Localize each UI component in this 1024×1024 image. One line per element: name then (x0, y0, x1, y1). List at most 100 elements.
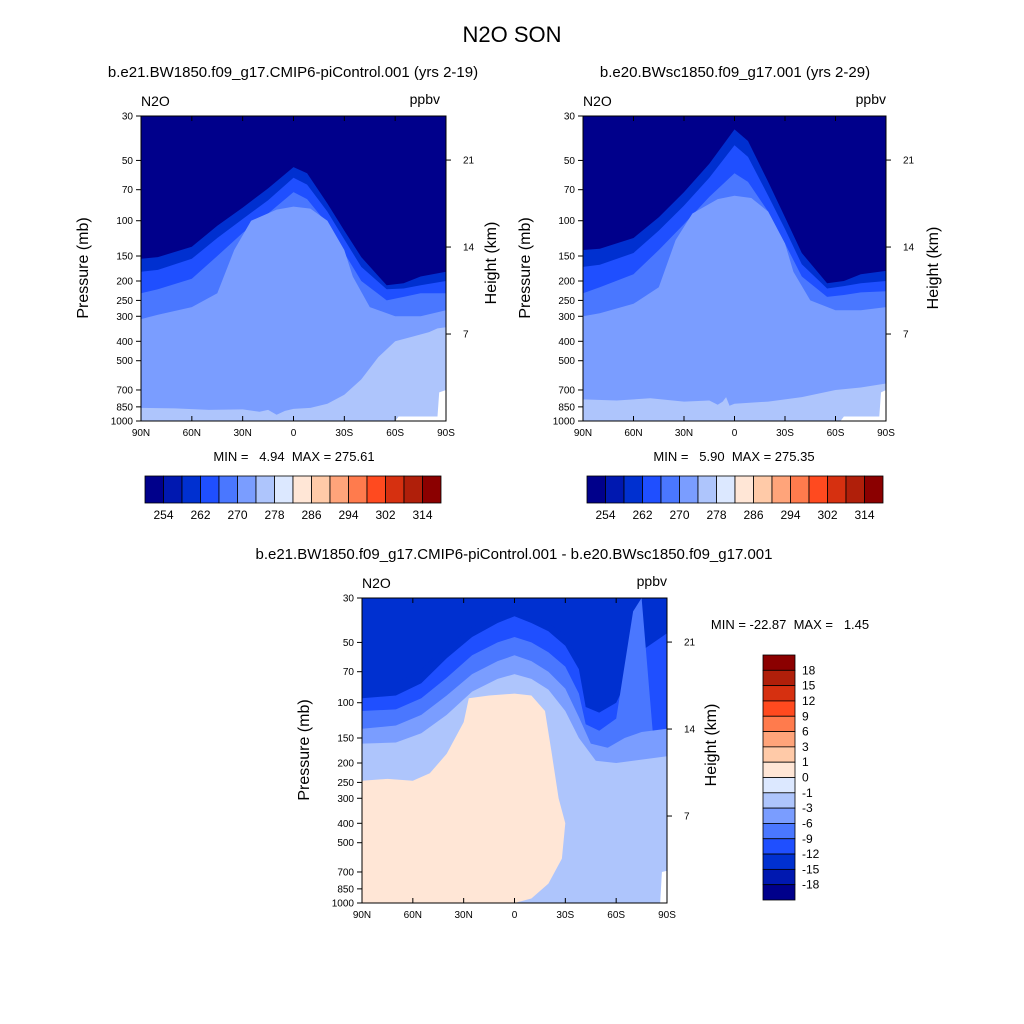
colorbar-swatch (762, 838, 796, 855)
colorbar-swatch (348, 475, 368, 504)
variable-label: N2O (362, 575, 391, 591)
colorbar-swatch (808, 475, 828, 504)
y2-tick-label: 14 (684, 725, 696, 736)
contour-band (141, 206, 446, 421)
colorbar-swatch (762, 884, 796, 901)
colorbar-label: -6 (802, 816, 813, 830)
colorbar-swatch (255, 475, 275, 504)
y2-tick-label: 7 (463, 330, 469, 341)
x-tick-label: 30N (675, 428, 693, 439)
y-tick-label: 300 (558, 312, 575, 323)
colorbar-label: 314 (412, 508, 432, 522)
panel-test: b.e20.BWsc1850.f09_g17.001 (yrs 2-29) N2… (517, 64, 942, 522)
colorbar-label: 0 (802, 771, 809, 785)
x-tick-label: 90N (132, 428, 150, 439)
colorbar-label: 262 (632, 508, 652, 522)
y-tick-label: 30 (343, 594, 355, 605)
colorbar-swatch (762, 731, 796, 748)
colorbar-swatch (311, 475, 331, 504)
axes: 90N 60N 30N 0 30S 60S 90S 30 50 70 100 150 200 250 300… (553, 112, 915, 440)
y2-tick-label: 21 (903, 156, 915, 167)
y-tick-label: 500 (337, 838, 354, 849)
colorbar-swatch (642, 475, 662, 504)
colorbar-swatch (422, 475, 442, 504)
colorbar-swatch (762, 700, 796, 717)
colorbar-swatch (218, 475, 238, 504)
x-tick-label: 90N (353, 910, 371, 921)
y-tick-label: 100 (337, 698, 354, 709)
x-tick-label: 60N (183, 428, 201, 439)
x-tick-label: 0 (291, 428, 297, 439)
y-tick-label: 100 (558, 216, 575, 227)
colorbar-swatch (366, 475, 386, 504)
contour-band (650, 870, 667, 903)
colorbar-label: -12 (802, 847, 820, 861)
colorbar-label: 3 (802, 740, 809, 754)
y-tick-label: 1000 (332, 899, 355, 910)
colorbar-swatch (660, 475, 680, 504)
colorbar-swatch (790, 475, 810, 504)
y-tick-label: 700 (337, 867, 354, 878)
contour-band (583, 383, 886, 421)
x-tick-label: 90N (574, 428, 592, 439)
colorbar-label: 302 (817, 508, 837, 522)
y-tick-label: 300 (337, 794, 354, 805)
y-tick-label: 400 (558, 337, 575, 348)
colorbar-label: 294 (338, 508, 358, 522)
y-tick-label: 250 (337, 778, 354, 789)
colorbar-swatch (762, 792, 796, 809)
colorbar-swatch (845, 475, 865, 504)
y-axis-label: Pressure (mb) (517, 217, 534, 318)
colorbar-label: 254 (595, 508, 615, 522)
colorbar-label: 270 (669, 508, 689, 522)
x-tick-label: 60S (827, 428, 845, 439)
y-tick-label: 500 (116, 356, 133, 367)
colorbar-label: 12 (802, 694, 816, 708)
colorbar-swatch (716, 475, 736, 504)
y-tick-label: 400 (116, 337, 133, 348)
contour-band (362, 693, 566, 903)
y2-axis-label: Height (km) (483, 222, 500, 305)
y-tick-label: 400 (337, 819, 354, 830)
colorbar-swatch (771, 475, 791, 504)
units-label: ppbv (856, 91, 886, 107)
y-axis-label: Pressure (mb) (296, 699, 313, 800)
colorbar-label: 294 (780, 508, 800, 522)
panel-title: b.e21.BW1850.f09_g17.CMIP6-piControl.001… (108, 64, 478, 81)
x-tick-label: 90S (658, 910, 676, 921)
panel-title: b.e21.BW1850.f09_g17.CMIP6-piControl.001… (255, 546, 772, 563)
colorbar-label: 9 (802, 709, 809, 723)
y-tick-label: 850 (558, 402, 575, 413)
y2-tick-label: 14 (903, 243, 915, 254)
y-tick-label: 200 (558, 277, 575, 288)
contour-band (141, 327, 446, 421)
y-axis-label: Pressure (mb) (75, 217, 92, 318)
contour-plot (583, 116, 886, 422)
colorbar-label: 278 (264, 508, 284, 522)
x-tick-label: 30S (776, 428, 794, 439)
y2-tick-label: 14 (463, 243, 475, 254)
colorbar-swatch (762, 823, 796, 840)
contour-plot (362, 598, 667, 903)
y-tick-label: 150 (558, 251, 575, 262)
y-tick-label: 150 (337, 733, 354, 744)
colorbar-swatch (827, 475, 847, 504)
colorbar-swatch (292, 475, 312, 504)
colorbar-swatch (144, 475, 164, 504)
colorbar-swatch (762, 853, 796, 870)
colorbar-label: 18 (802, 663, 816, 677)
units-label: ppbv (410, 91, 440, 107)
colorbar-label: 6 (802, 725, 809, 739)
y-tick-label: 200 (337, 759, 354, 770)
contour-band (141, 390, 446, 421)
colorbar-label: 286 (743, 508, 763, 522)
panel-control: b.e21.BW1850.f09_g17.CMIP6-piControl.001… (75, 64, 500, 522)
y-tick-label: 30 (122, 112, 134, 123)
y-tick-label: 250 (116, 296, 133, 307)
colorbar-swatch (753, 475, 773, 504)
y-tick-label: 1000 (553, 417, 576, 428)
panel-title: b.e20.BWsc1850.f09_g17.001 (yrs 2-29) (600, 64, 870, 81)
x-tick-label: 30S (335, 428, 353, 439)
y-tick-label: 70 (564, 185, 576, 196)
colorbar-swatch (762, 746, 796, 763)
